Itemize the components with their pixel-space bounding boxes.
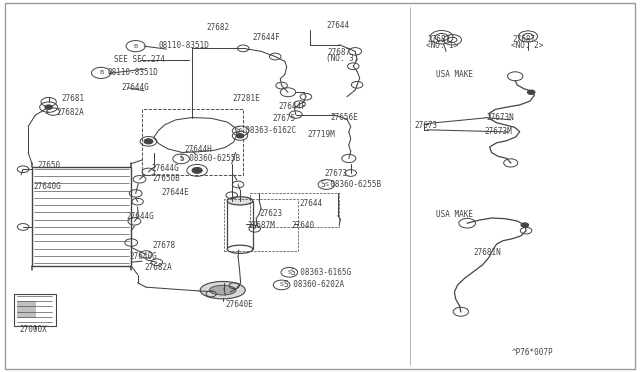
Text: 27675: 27675	[273, 114, 296, 123]
Text: USA MAKE: USA MAKE	[436, 210, 474, 219]
Text: ^P76*007P: ^P76*007P	[512, 348, 554, 357]
Text: 27673M: 27673M	[484, 127, 512, 136]
Text: 27644: 27644	[300, 199, 323, 208]
Text: B: B	[134, 44, 138, 49]
Text: B: B	[99, 70, 103, 76]
Bar	[224, 199, 298, 251]
Text: 27687M: 27687M	[247, 221, 275, 230]
Text: 27673: 27673	[324, 169, 348, 178]
Bar	[142, 109, 243, 175]
Text: 27623: 27623	[260, 209, 283, 218]
Text: 27673N: 27673N	[486, 113, 514, 122]
Ellipse shape	[200, 282, 245, 299]
Circle shape	[521, 223, 529, 227]
Text: 27681N: 27681N	[474, 248, 501, 257]
Text: S: S	[280, 282, 284, 288]
Text: 27682: 27682	[207, 23, 230, 32]
Text: 27682A: 27682A	[144, 263, 172, 272]
Text: 27640G: 27640G	[130, 252, 157, 261]
Text: 08110-8351D: 08110-8351D	[159, 41, 209, 50]
Text: 27644F: 27644F	[278, 102, 306, 111]
Text: 27656E: 27656E	[331, 113, 358, 122]
Text: USA MAKE: USA MAKE	[436, 70, 474, 79]
Text: 27687: 27687	[328, 48, 351, 57]
Text: 27687: 27687	[512, 35, 535, 44]
Text: S 08360-6255B: S 08360-6255B	[180, 154, 240, 163]
Text: 27640: 27640	[292, 221, 315, 230]
Text: S 08363-6162C: S 08363-6162C	[236, 126, 296, 135]
Text: 27644H: 27644H	[184, 145, 212, 154]
Bar	[17, 301, 36, 318]
Ellipse shape	[227, 245, 253, 253]
Text: 27673: 27673	[415, 121, 438, 130]
Bar	[227, 201, 253, 249]
Text: 27644G: 27644G	[127, 212, 154, 221]
Text: S 08363-6165G: S 08363-6165G	[291, 268, 351, 277]
Text: S 08360-6255B: S 08360-6255B	[321, 180, 381, 189]
Text: 27640E: 27640E	[225, 300, 253, 309]
Text: 27644: 27644	[326, 21, 349, 30]
Text: 27644E: 27644E	[162, 188, 189, 197]
Bar	[250, 193, 339, 227]
Circle shape	[45, 105, 52, 109]
Ellipse shape	[227, 197, 253, 205]
Text: 27640G: 27640G	[33, 182, 61, 191]
Text: 27000X: 27000X	[19, 325, 47, 334]
Text: S: S	[324, 182, 328, 187]
Text: 27681: 27681	[61, 94, 84, 103]
Text: 27719M: 27719M	[307, 130, 335, 139]
Text: S: S	[287, 270, 291, 275]
Text: 27281E: 27281E	[232, 94, 260, 103]
Bar	[14, 294, 56, 326]
Text: 27687: 27687	[428, 35, 451, 44]
Text: S: S	[179, 156, 183, 161]
Text: <NO. 1>: <NO. 1>	[426, 41, 458, 50]
Text: 27650B: 27650B	[152, 174, 180, 183]
Bar	[32, 167, 131, 266]
Text: 27678: 27678	[152, 241, 175, 250]
Circle shape	[144, 139, 153, 144]
Circle shape	[192, 167, 202, 173]
Circle shape	[236, 134, 244, 138]
Text: 27644F: 27644F	[253, 33, 280, 42]
Circle shape	[527, 90, 535, 94]
Ellipse shape	[209, 285, 236, 295]
Text: 27682A: 27682A	[56, 108, 84, 117]
Text: 27644G: 27644G	[122, 83, 149, 92]
Text: (NO. 3): (NO. 3)	[326, 54, 359, 63]
Text: 08110-8351D: 08110-8351D	[108, 68, 158, 77]
Text: S: S	[239, 128, 243, 134]
Text: S 08360-6202A: S 08360-6202A	[284, 280, 344, 289]
Text: SEE SEC.274: SEE SEC.274	[114, 55, 164, 64]
Text: 27650: 27650	[37, 161, 60, 170]
Text: 27644G: 27644G	[152, 164, 179, 173]
Text: <NO. 2>: <NO. 2>	[511, 41, 543, 50]
